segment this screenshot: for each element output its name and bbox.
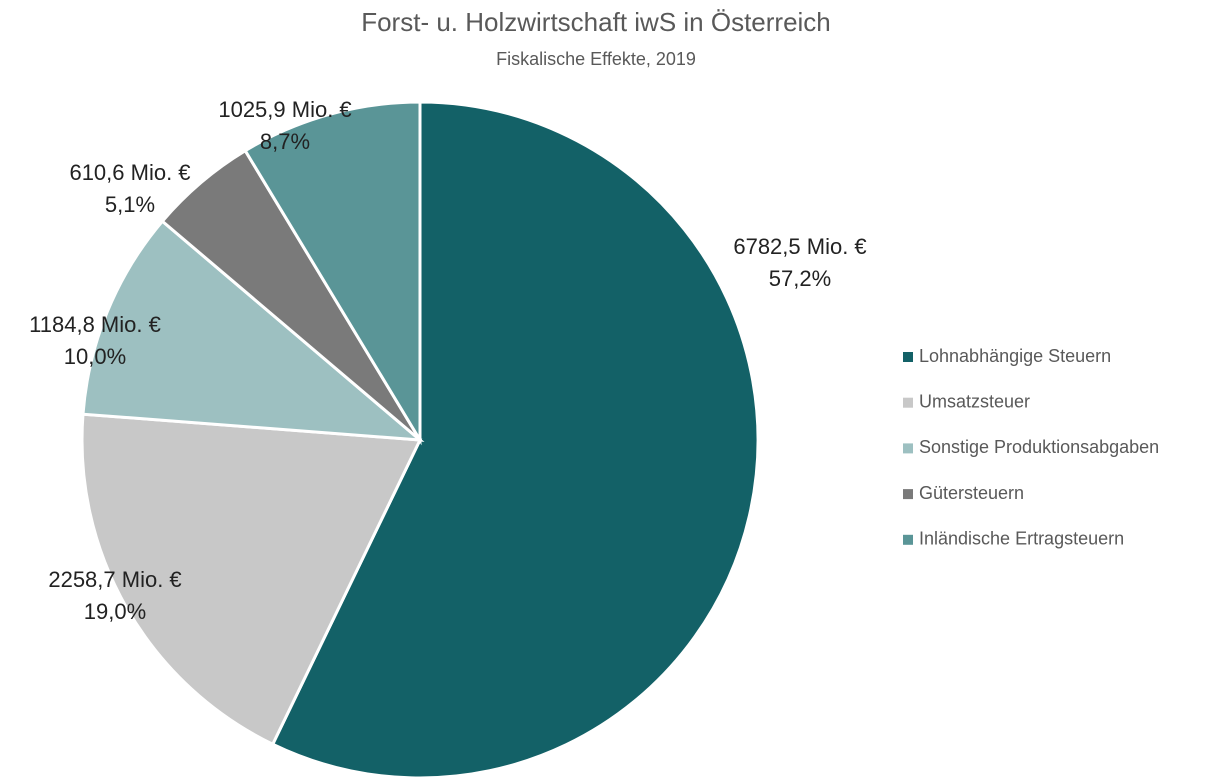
legend-label: Inländische Ertragsteuern <box>919 529 1124 549</box>
percent-label: 57,2% <box>769 266 831 291</box>
percent-label: 5,1% <box>105 192 155 217</box>
chart-subtitle: Fiskalische Effekte, 2019 <box>496 49 696 69</box>
legend-swatch <box>903 352 913 362</box>
data-label: 1184,8 Mio. € <box>29 312 161 337</box>
legend-swatch <box>903 443 913 454</box>
chart-title: Forst- u. Holzwirtschaft iwS in Österrei… <box>361 7 831 37</box>
pie-slice <box>243 100 422 446</box>
legend-swatch <box>903 534 913 545</box>
data-label: 2258,7 Mio. € <box>48 567 181 592</box>
legend-label: Umsatzsteuer <box>919 391 1030 411</box>
data-label: 610,6 Mio. € <box>69 160 190 185</box>
legend-swatch <box>903 489 913 500</box>
percent-label: 8,7% <box>260 129 310 154</box>
percent-label: 19,0% <box>84 599 146 624</box>
percent-label: 10,0% <box>64 344 126 369</box>
data-label: 1025,9 Mio. € <box>218 97 351 122</box>
data-label: 6782,5 Mio. € <box>733 234 866 259</box>
legend-swatch <box>903 397 913 408</box>
pie-slice <box>81 219 425 442</box>
legend-label: Gütersteuern <box>919 483 1024 503</box>
legend-label: Sonstige Produktionsabgaben <box>919 437 1159 457</box>
pie-slice <box>80 412 423 747</box>
legend-label: Lohnabhängige Steuern <box>919 346 1111 366</box>
